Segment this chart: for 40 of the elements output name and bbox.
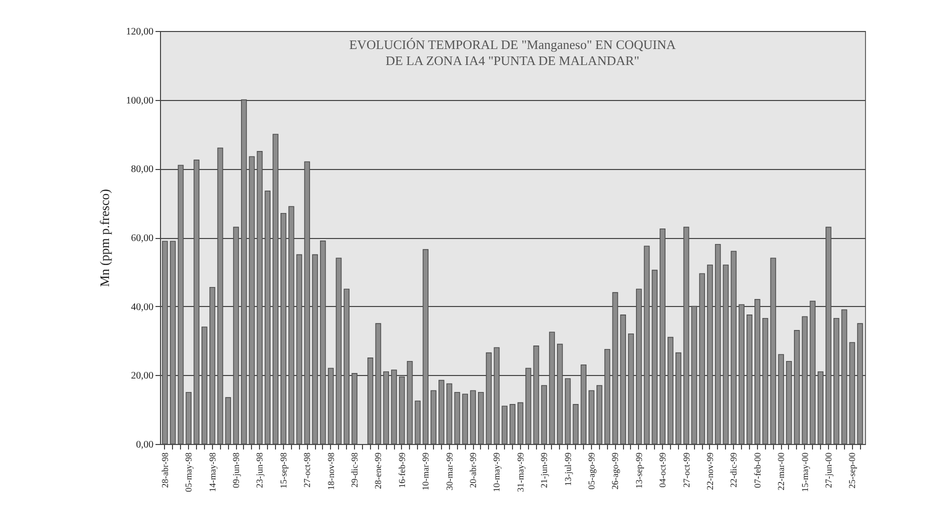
y-tick-label: 60,00 (131, 233, 154, 244)
x-tick-label: 30-mar-99 (444, 452, 454, 490)
x-tick-label: 10-may-99 (492, 452, 502, 492)
x-tick-label: 07-feb-00 (752, 452, 762, 488)
y-tick-label: 20,00 (131, 370, 154, 382)
x-tick-label: 04-oct-99 (658, 452, 668, 488)
x-tick-label: 28-abr-98 (160, 452, 170, 488)
x-tick-label: 25-sep-00 (847, 452, 858, 488)
x-tick-label: 13-jul-99 (562, 452, 573, 486)
x-tick-label: 23-jun-98 (254, 452, 265, 488)
x-tick-label: 27-oct-99 (681, 452, 692, 488)
text: DE LA ZONA IA4 "PUNTA DE MALANDAR" (386, 53, 640, 68)
x-tick-label: 31-may-99 (515, 452, 526, 492)
x-tick-label: 10-mar-99 (420, 452, 431, 490)
x-tick-label: 28-ene-99 (373, 452, 384, 489)
x-tick-label: 09-jun-98 (231, 452, 242, 488)
x-tick-label: 27-jun-00 (823, 452, 834, 488)
x-tick-label: 27-oct-98 (302, 452, 312, 488)
x-tick-label: 22-nov-99 (704, 452, 715, 490)
x-tick-label: 15-sep-98 (278, 452, 288, 488)
y-tick-label: 0,00 (136, 440, 154, 450)
text: EVOLUCIÓN TEMPORAL DE "Manganeso" EN COQUINA (349, 37, 676, 52)
x-tick-label: 14-may-98 (207, 452, 218, 492)
x-tick-label: 26-ago-99 (610, 452, 620, 490)
x-tick-label: 22-mar-00 (776, 452, 786, 490)
x-tick-label: 20-abr-99 (468, 452, 478, 488)
y-tick-label: 100,00 (126, 95, 154, 106)
y-tick-label: 40,00 (131, 302, 154, 313)
x-tick-label: 21-jun-99 (539, 452, 550, 488)
x-tick-label: 22-dic-99 (728, 452, 739, 488)
x-tick-label: 15-may-00 (800, 452, 810, 492)
y-axis-title: Mn (ppm p.fresco) (97, 189, 112, 287)
x-tick-label: 13-sep-99 (634, 452, 644, 488)
x-tick-label: 29-dic-98 (350, 452, 360, 488)
y-tick-label: 80,00 (131, 164, 154, 176)
x-tick-label: 05-may-98 (184, 452, 194, 492)
y-tick-label: 120,00 (126, 26, 154, 38)
x-tick-label: 16-feb-99 (396, 452, 407, 488)
x-tick-label: 18-nov-98 (326, 452, 336, 490)
x-tick-label: 05-ago-99 (586, 452, 596, 490)
